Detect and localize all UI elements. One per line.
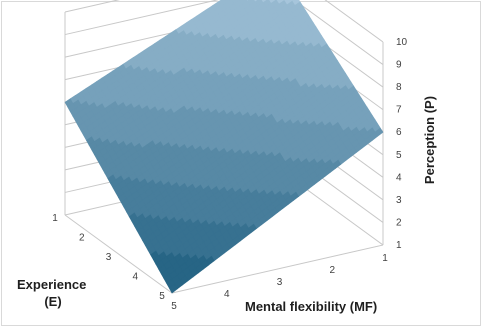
surface-plot xyxy=(64,0,384,294)
x-tick-label: 1 xyxy=(382,253,388,264)
x-axis-title: Mental flexibility (MF) xyxy=(245,299,377,314)
z-tick-label: 6 xyxy=(396,127,402,138)
z-tick-label: 7 xyxy=(396,105,402,116)
surface-cell xyxy=(168,283,178,294)
x-tick-label: 2 xyxy=(329,265,335,276)
y-tick-label: 4 xyxy=(132,272,138,283)
floor-edge-0 xyxy=(64,214,173,294)
z-tick-label: 8 xyxy=(396,82,402,93)
x-tick-label: 4 xyxy=(224,289,230,300)
z-tick-label: 5 xyxy=(396,150,402,161)
axis-labels: 1 2 3 4 5 6 7 8 9 10 1 2 3 4 5 1 2 3 4 5 Mental flexibility … xyxy=(17,37,437,314)
gridline-z-10 xyxy=(64,0,384,43)
x-tick-label: 5 xyxy=(171,301,177,312)
y-axis-title: Experience xyxy=(17,277,86,292)
z-tick-label: 9 xyxy=(396,60,402,71)
gridline-z-9 xyxy=(64,0,384,65)
z-tick-label: 1 xyxy=(396,240,402,251)
z-tick-label: 2 xyxy=(396,217,402,228)
floor-edge-1 xyxy=(171,244,384,294)
x-tick-label: 3 xyxy=(277,277,283,288)
y-tick-label: 1 xyxy=(52,213,58,224)
y-axis-title: (E) xyxy=(44,294,61,309)
z-tick-label: 4 xyxy=(396,172,402,183)
z-tick-label: 3 xyxy=(396,195,402,206)
y-tick-label: 3 xyxy=(106,252,112,263)
y-tick-label: 2 xyxy=(79,233,85,244)
z-tick-label: 10 xyxy=(396,37,408,48)
z-axis-title: Perception (P) xyxy=(422,96,437,184)
y-tick-label: 5 xyxy=(159,291,165,302)
